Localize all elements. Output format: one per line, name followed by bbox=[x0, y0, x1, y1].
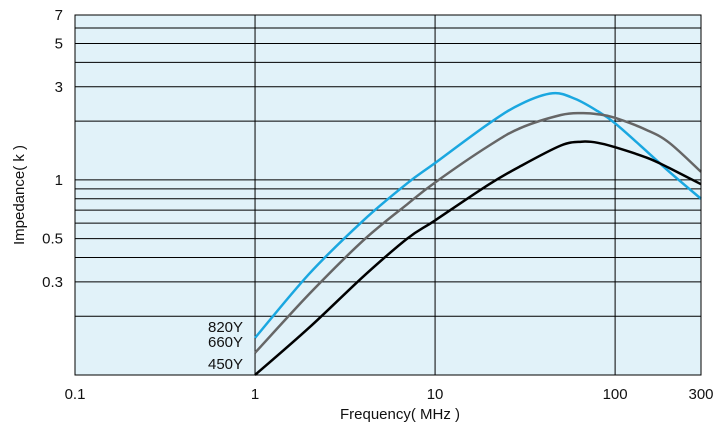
y-tick-label: 0.3 bbox=[42, 274, 63, 291]
series-line-820y bbox=[254, 91, 702, 339]
y-tick-label: 1 bbox=[55, 172, 63, 189]
x-tick-label: 300 bbox=[688, 386, 713, 403]
y-axis-label: Impedance( k ) bbox=[11, 145, 28, 245]
y-tick-label: 3 bbox=[55, 79, 63, 96]
series-label-450y: 450Y bbox=[208, 356, 243, 373]
series-label-660y: 660Y bbox=[208, 334, 243, 351]
x-tick-labels: 0.1 1 10 100 300 bbox=[65, 386, 714, 403]
series-label-820y: 820Y bbox=[208, 319, 243, 336]
y-tick-label: 0.5 bbox=[42, 231, 63, 248]
x-tick-label: 1 bbox=[251, 386, 259, 403]
y-tick-labels: 7 5 3 1 0.5 0.3 bbox=[42, 7, 63, 291]
series-lines bbox=[254, 91, 702, 376]
plot-area bbox=[74, 14, 702, 376]
y-tick-label: 5 bbox=[55, 36, 63, 53]
gridlines bbox=[75, 14, 701, 375]
y-tick-label: 7 bbox=[55, 7, 63, 24]
series-line-660y bbox=[254, 111, 702, 354]
plot-border bbox=[74, 14, 702, 376]
x-tick-label: 10 bbox=[427, 386, 444, 403]
x-tick-label: 0.1 bbox=[65, 386, 86, 403]
series-line-450y bbox=[254, 140, 702, 376]
x-tick-label: 100 bbox=[603, 386, 628, 403]
x-axis-label: Frequency( MHz ) bbox=[340, 406, 460, 423]
